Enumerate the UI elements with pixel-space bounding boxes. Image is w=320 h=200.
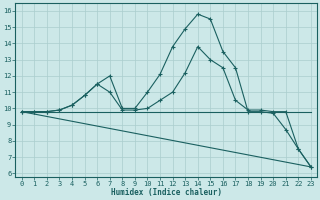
X-axis label: Humidex (Indice chaleur): Humidex (Indice chaleur): [111, 188, 222, 197]
